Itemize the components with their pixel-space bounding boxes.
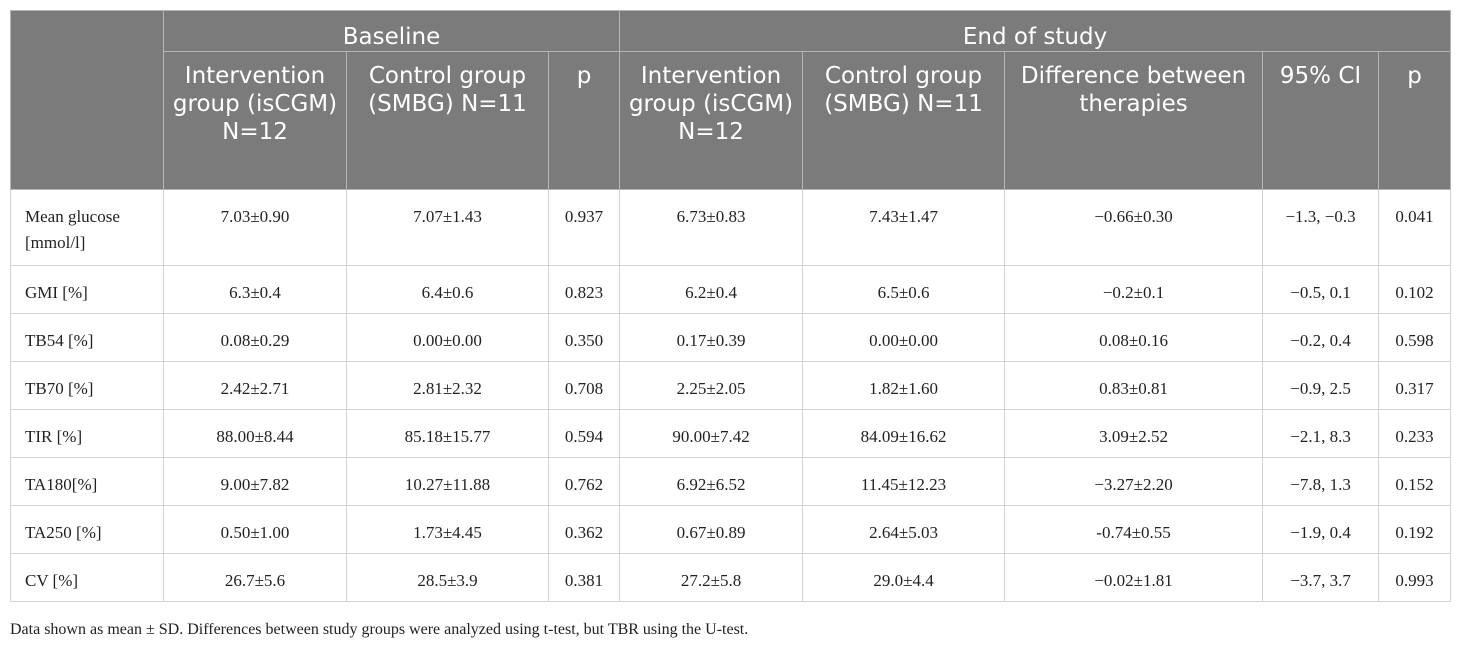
cell-control-end: 7.43±1.47 <box>802 189 1006 266</box>
p-baseline-header: p <box>547 51 621 190</box>
cell-p-end: 0.598 <box>1378 313 1452 362</box>
cell-control-baseline: 28.5±3.9 <box>346 553 549 602</box>
cell-ci: −1.9, 0.4 <box>1262 505 1380 554</box>
table-row: TIR [%] 88.00±8.44 85.18±15.77 0.594 90.… <box>10 409 1452 458</box>
row-label: TB70 [%] <box>10 361 164 410</box>
cell-p-end: 0.152 <box>1378 457 1452 506</box>
cell-control-baseline: 7.07±1.43 <box>346 189 549 266</box>
cell-p-end: 0.993 <box>1378 553 1452 602</box>
cell-intervention-end: 6.92±6.52 <box>619 457 804 506</box>
cell-intervention-baseline: 88.00±8.44 <box>163 409 347 458</box>
baseline-group-header: Baseline <box>162 10 621 52</box>
cell-p-baseline: 0.350 <box>547 313 621 362</box>
table-row: GMI [%] 6.3±0.4 6.4±0.6 0.823 6.2±0.4 6.… <box>10 265 1452 314</box>
control-baseline-header: Control group (SMBG) N=11 <box>346 51 549 190</box>
table-body: Mean glucose [mmol/l] 7.03±0.90 7.07±1.4… <box>10 189 1452 602</box>
cell-p-baseline: 0.381 <box>547 553 621 602</box>
cell-p-baseline: 0.823 <box>547 265 621 314</box>
cell-ci: −3.7, 3.7 <box>1262 553 1380 602</box>
cell-control-end: 6.5±0.6 <box>802 265 1006 314</box>
table-row: TB54 [%] 0.08±0.29 0.00±0.00 0.350 0.17±… <box>10 313 1452 362</box>
cell-ci: −1.3, −0.3 <box>1262 189 1380 266</box>
cell-p-end: 0.233 <box>1378 409 1452 458</box>
cell-intervention-baseline: 26.7±5.6 <box>163 553 347 602</box>
table-row: TA180[%] 9.00±7.82 10.27±11.88 0.762 6.9… <box>10 457 1452 506</box>
cell-control-end: 0.00±0.00 <box>802 313 1006 362</box>
intervention-baseline-header: Intervention group (isCGM) N=12 <box>163 51 347 190</box>
cell-intervention-baseline: 0.50±1.00 <box>163 505 347 554</box>
table-row: Mean glucose [mmol/l] 7.03±0.90 7.07±1.4… <box>10 189 1452 266</box>
cell-difference: 0.08±0.16 <box>1004 313 1264 362</box>
cell-intervention-end: 6.73±0.83 <box>619 189 804 266</box>
cell-p-baseline: 0.362 <box>547 505 621 554</box>
cell-intervention-end: 0.67±0.89 <box>619 505 804 554</box>
cell-ci: −0.5, 0.1 <box>1262 265 1380 314</box>
cell-difference: −0.66±0.30 <box>1004 189 1264 266</box>
difference-header: Difference between therapies <box>1004 51 1264 190</box>
cell-control-baseline: 85.18±15.77 <box>346 409 549 458</box>
cell-intervention-baseline: 7.03±0.90 <box>163 189 347 266</box>
table-row: CV [%] 26.7±5.6 28.5±3.9 0.381 27.2±5.8 … <box>10 553 1452 602</box>
results-table: Baseline End of study Intervention group… <box>10 10 1452 602</box>
control-end-header: Control group (SMBG) N=11 <box>802 51 1006 190</box>
cell-difference: -0.74±0.55 <box>1004 505 1264 554</box>
cell-p-end: 0.192 <box>1378 505 1452 554</box>
intervention-end-header: Intervention group (isCGM) N=12 <box>619 51 804 190</box>
table-row: TB70 [%] 2.42±2.71 2.81±2.32 0.708 2.25±… <box>10 361 1452 410</box>
row-label: TB54 [%] <box>10 313 164 362</box>
cell-control-end: 29.0±4.4 <box>802 553 1006 602</box>
cell-control-end: 2.64±5.03 <box>802 505 1006 554</box>
cell-p-end: 0.317 <box>1378 361 1452 410</box>
table-row: TA250 [%] 0.50±1.00 1.73±4.45 0.362 0.67… <box>10 505 1452 554</box>
cell-control-end: 1.82±1.60 <box>802 361 1006 410</box>
cell-difference: 3.09±2.52 <box>1004 409 1264 458</box>
cell-ci: −0.9, 2.5 <box>1262 361 1380 410</box>
cell-difference: −0.2±0.1 <box>1004 265 1264 314</box>
cell-control-baseline: 1.73±4.45 <box>346 505 549 554</box>
cell-intervention-baseline: 2.42±2.71 <box>163 361 347 410</box>
cell-intervention-end: 27.2±5.8 <box>619 553 804 602</box>
cell-control-baseline: 10.27±11.88 <box>346 457 549 506</box>
cell-p-baseline: 0.708 <box>547 361 621 410</box>
p-end-header: p <box>1378 51 1452 190</box>
cell-control-baseline: 2.81±2.32 <box>346 361 549 410</box>
cell-intervention-baseline: 6.3±0.4 <box>163 265 347 314</box>
cell-difference: 0.83±0.81 <box>1004 361 1264 410</box>
end-of-study-group-header: End of study <box>619 10 1452 52</box>
row-label: TA180[%] <box>10 457 164 506</box>
cell-ci: −2.1, 8.3 <box>1262 409 1380 458</box>
cell-control-end: 11.45±12.23 <box>802 457 1006 506</box>
row-label: TA250 [%] <box>10 505 164 554</box>
table-header: Baseline End of study Intervention group… <box>10 10 1452 190</box>
cell-intervention-end: 2.25±2.05 <box>619 361 804 410</box>
row-label: CV [%] <box>10 553 164 602</box>
cell-ci: −0.2, 0.4 <box>1262 313 1380 362</box>
cell-control-end: 84.09±16.62 <box>802 409 1006 458</box>
cell-intervention-baseline: 9.00±7.82 <box>163 457 347 506</box>
cell-intervention-end: 0.17±0.39 <box>619 313 804 362</box>
cell-p-baseline: 0.762 <box>547 457 621 506</box>
ci-header: 95% CI <box>1262 51 1380 190</box>
cell-ci: −7.8, 1.3 <box>1262 457 1380 506</box>
cell-intervention-baseline: 0.08±0.29 <box>163 313 347 362</box>
cell-difference: −3.27±2.20 <box>1004 457 1264 506</box>
cell-intervention-end: 6.2±0.4 <box>619 265 804 314</box>
row-label: TIR [%] <box>10 409 164 458</box>
cell-difference: −0.02±1.81 <box>1004 553 1264 602</box>
cell-p-end: 0.102 <box>1378 265 1452 314</box>
cell-p-baseline: 0.937 <box>547 189 621 266</box>
cell-p-end: 0.041 <box>1378 189 1452 266</box>
cell-p-baseline: 0.594 <box>547 409 621 458</box>
row-label: Mean glucose [mmol/l] <box>10 189 164 266</box>
row-label: GMI [%] <box>10 265 164 314</box>
cell-control-baseline: 0.00±0.00 <box>346 313 549 362</box>
row-label-header <box>10 10 164 190</box>
cell-intervention-end: 90.00±7.42 <box>619 409 804 458</box>
table-footnote: Data shown as mean ± SD. Differences bet… <box>10 621 749 638</box>
cell-control-baseline: 6.4±0.6 <box>346 265 549 314</box>
